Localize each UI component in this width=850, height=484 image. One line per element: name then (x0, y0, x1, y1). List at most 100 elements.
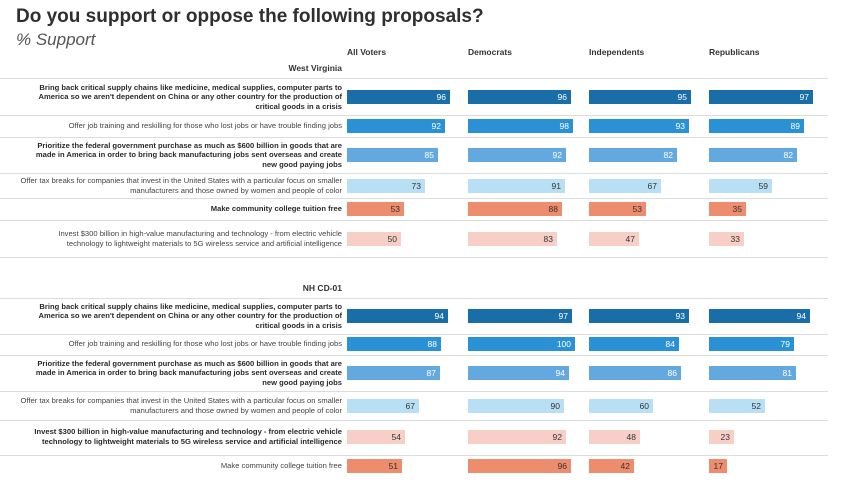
row-label: Make community college tuition free (220, 461, 342, 471)
row-divider (0, 298, 828, 299)
bar-value-label: 92 (552, 150, 562, 160)
bar-value-label: 97 (799, 92, 809, 102)
bar-value-label: 94 (434, 311, 444, 321)
bar: 60 (589, 399, 653, 413)
bar-value-label: 81 (782, 368, 792, 378)
bar-value-label: 47 (625, 234, 635, 244)
bar-value-label: 53 (632, 204, 642, 214)
section-label: NH CD-01 (302, 283, 342, 293)
bar-value-label: 23 (720, 432, 730, 442)
bar-value-label: 96 (557, 92, 567, 102)
bar-value-label: 93 (675, 121, 685, 131)
bar: 82 (709, 148, 797, 162)
bar: 96 (468, 459, 571, 473)
row-divider (0, 137, 828, 138)
bar: 47 (589, 232, 639, 246)
bar: 79 (709, 337, 794, 351)
bar-value-label: 95 (677, 92, 687, 102)
column-header: Republicans (709, 47, 760, 57)
bar-value-label: 52 (751, 401, 761, 411)
row-divider (0, 115, 828, 116)
bar-value-label: 90 (550, 401, 560, 411)
bar: 95 (589, 90, 691, 104)
row-divider (0, 78, 828, 79)
row-label: Bring back critical supply chains like m… (38, 82, 342, 111)
bar-value-label: 42 (620, 461, 630, 471)
bar: 88 (347, 337, 441, 351)
bar-value-label: 53 (390, 204, 400, 214)
bar-value-label: 92 (552, 432, 562, 442)
bar-value-label: 94 (555, 368, 565, 378)
bar: 82 (589, 148, 677, 162)
bar: 92 (468, 430, 566, 444)
row-label: Offer tax breaks for companies that inve… (20, 176, 342, 195)
column-header: Democrats (468, 47, 512, 57)
bar: 96 (347, 90, 450, 104)
bar: 98 (468, 119, 573, 133)
bar-value-label: 88 (548, 204, 558, 214)
bar: 94 (347, 309, 448, 323)
bar: 67 (347, 399, 419, 413)
bar-value-label: 48 (626, 432, 636, 442)
row-label: Offer job training and reskilling for th… (68, 121, 342, 131)
row-label: Invest $300 billion in high-value manufa… (58, 229, 342, 248)
bar: 73 (347, 179, 425, 193)
bar-value-label: 67 (405, 401, 415, 411)
bar-value-label: 86 (667, 368, 677, 378)
bar: 85 (347, 148, 438, 162)
bar-value-label: 73 (411, 181, 421, 191)
column-header: Independents (589, 47, 645, 57)
bar-value-label: 96 (436, 92, 446, 102)
bar: 48 (589, 430, 640, 444)
bar: 35 (709, 202, 746, 216)
bar: 96 (468, 90, 571, 104)
bar-value-label: 100 (556, 339, 571, 349)
bar: 23 (709, 430, 734, 444)
bar-value-label: 67 (647, 181, 657, 191)
bar: 83 (468, 232, 557, 246)
bar: 91 (468, 179, 565, 193)
bar: 93 (589, 309, 689, 323)
bar-value-label: 54 (391, 432, 401, 442)
row-label: Offer job training and reskilling for th… (68, 339, 342, 349)
bar: 42 (589, 459, 634, 473)
column-header: All Voters (347, 47, 387, 57)
bar: 53 (589, 202, 646, 216)
bar-value-label: 60 (639, 401, 649, 411)
bar: 50 (347, 232, 401, 246)
bar-value-label: 83 (543, 234, 553, 244)
row-label: Bring back critical supply chains like m… (38, 301, 342, 330)
chart-title: Do you support or oppose the following p… (16, 6, 484, 27)
bar: 97 (709, 90, 813, 104)
bar-value-label: 82 (783, 150, 793, 160)
bar: 94 (468, 366, 569, 380)
row-divider (0, 334, 828, 335)
bar: 94 (709, 309, 810, 323)
bar-value-label: 89 (790, 121, 800, 131)
chart-subtitle: % Support (16, 30, 96, 49)
row-label: Offer tax breaks for companies that inve… (20, 396, 342, 415)
bar-value-label: 93 (675, 311, 685, 321)
bar-value-label: 17 (713, 461, 723, 471)
row-divider (0, 355, 828, 356)
row-label: Prioritize the federal government purcha… (35, 140, 342, 169)
bar: 97 (468, 309, 572, 323)
bar: 81 (709, 366, 796, 380)
bar: 51 (347, 459, 402, 473)
row-divider (0, 420, 828, 421)
bar-value-label: 82 (663, 150, 673, 160)
bar: 86 (589, 366, 681, 380)
bar: 92 (468, 148, 566, 162)
row-label: Make community college tuition free (210, 204, 342, 214)
bar-value-label: 35 (732, 204, 742, 214)
bar-value-label: 96 (557, 461, 567, 471)
bar: 84 (589, 337, 679, 351)
bar: 53 (347, 202, 404, 216)
bar-value-label: 33 (730, 234, 740, 244)
row-label: Prioritize the federal government purcha… (35, 358, 342, 387)
bar-value-label: 85 (424, 150, 434, 160)
row-divider (0, 198, 828, 199)
bar: 67 (589, 179, 661, 193)
bar: 87 (347, 366, 440, 380)
bar-value-label: 79 (780, 339, 790, 349)
